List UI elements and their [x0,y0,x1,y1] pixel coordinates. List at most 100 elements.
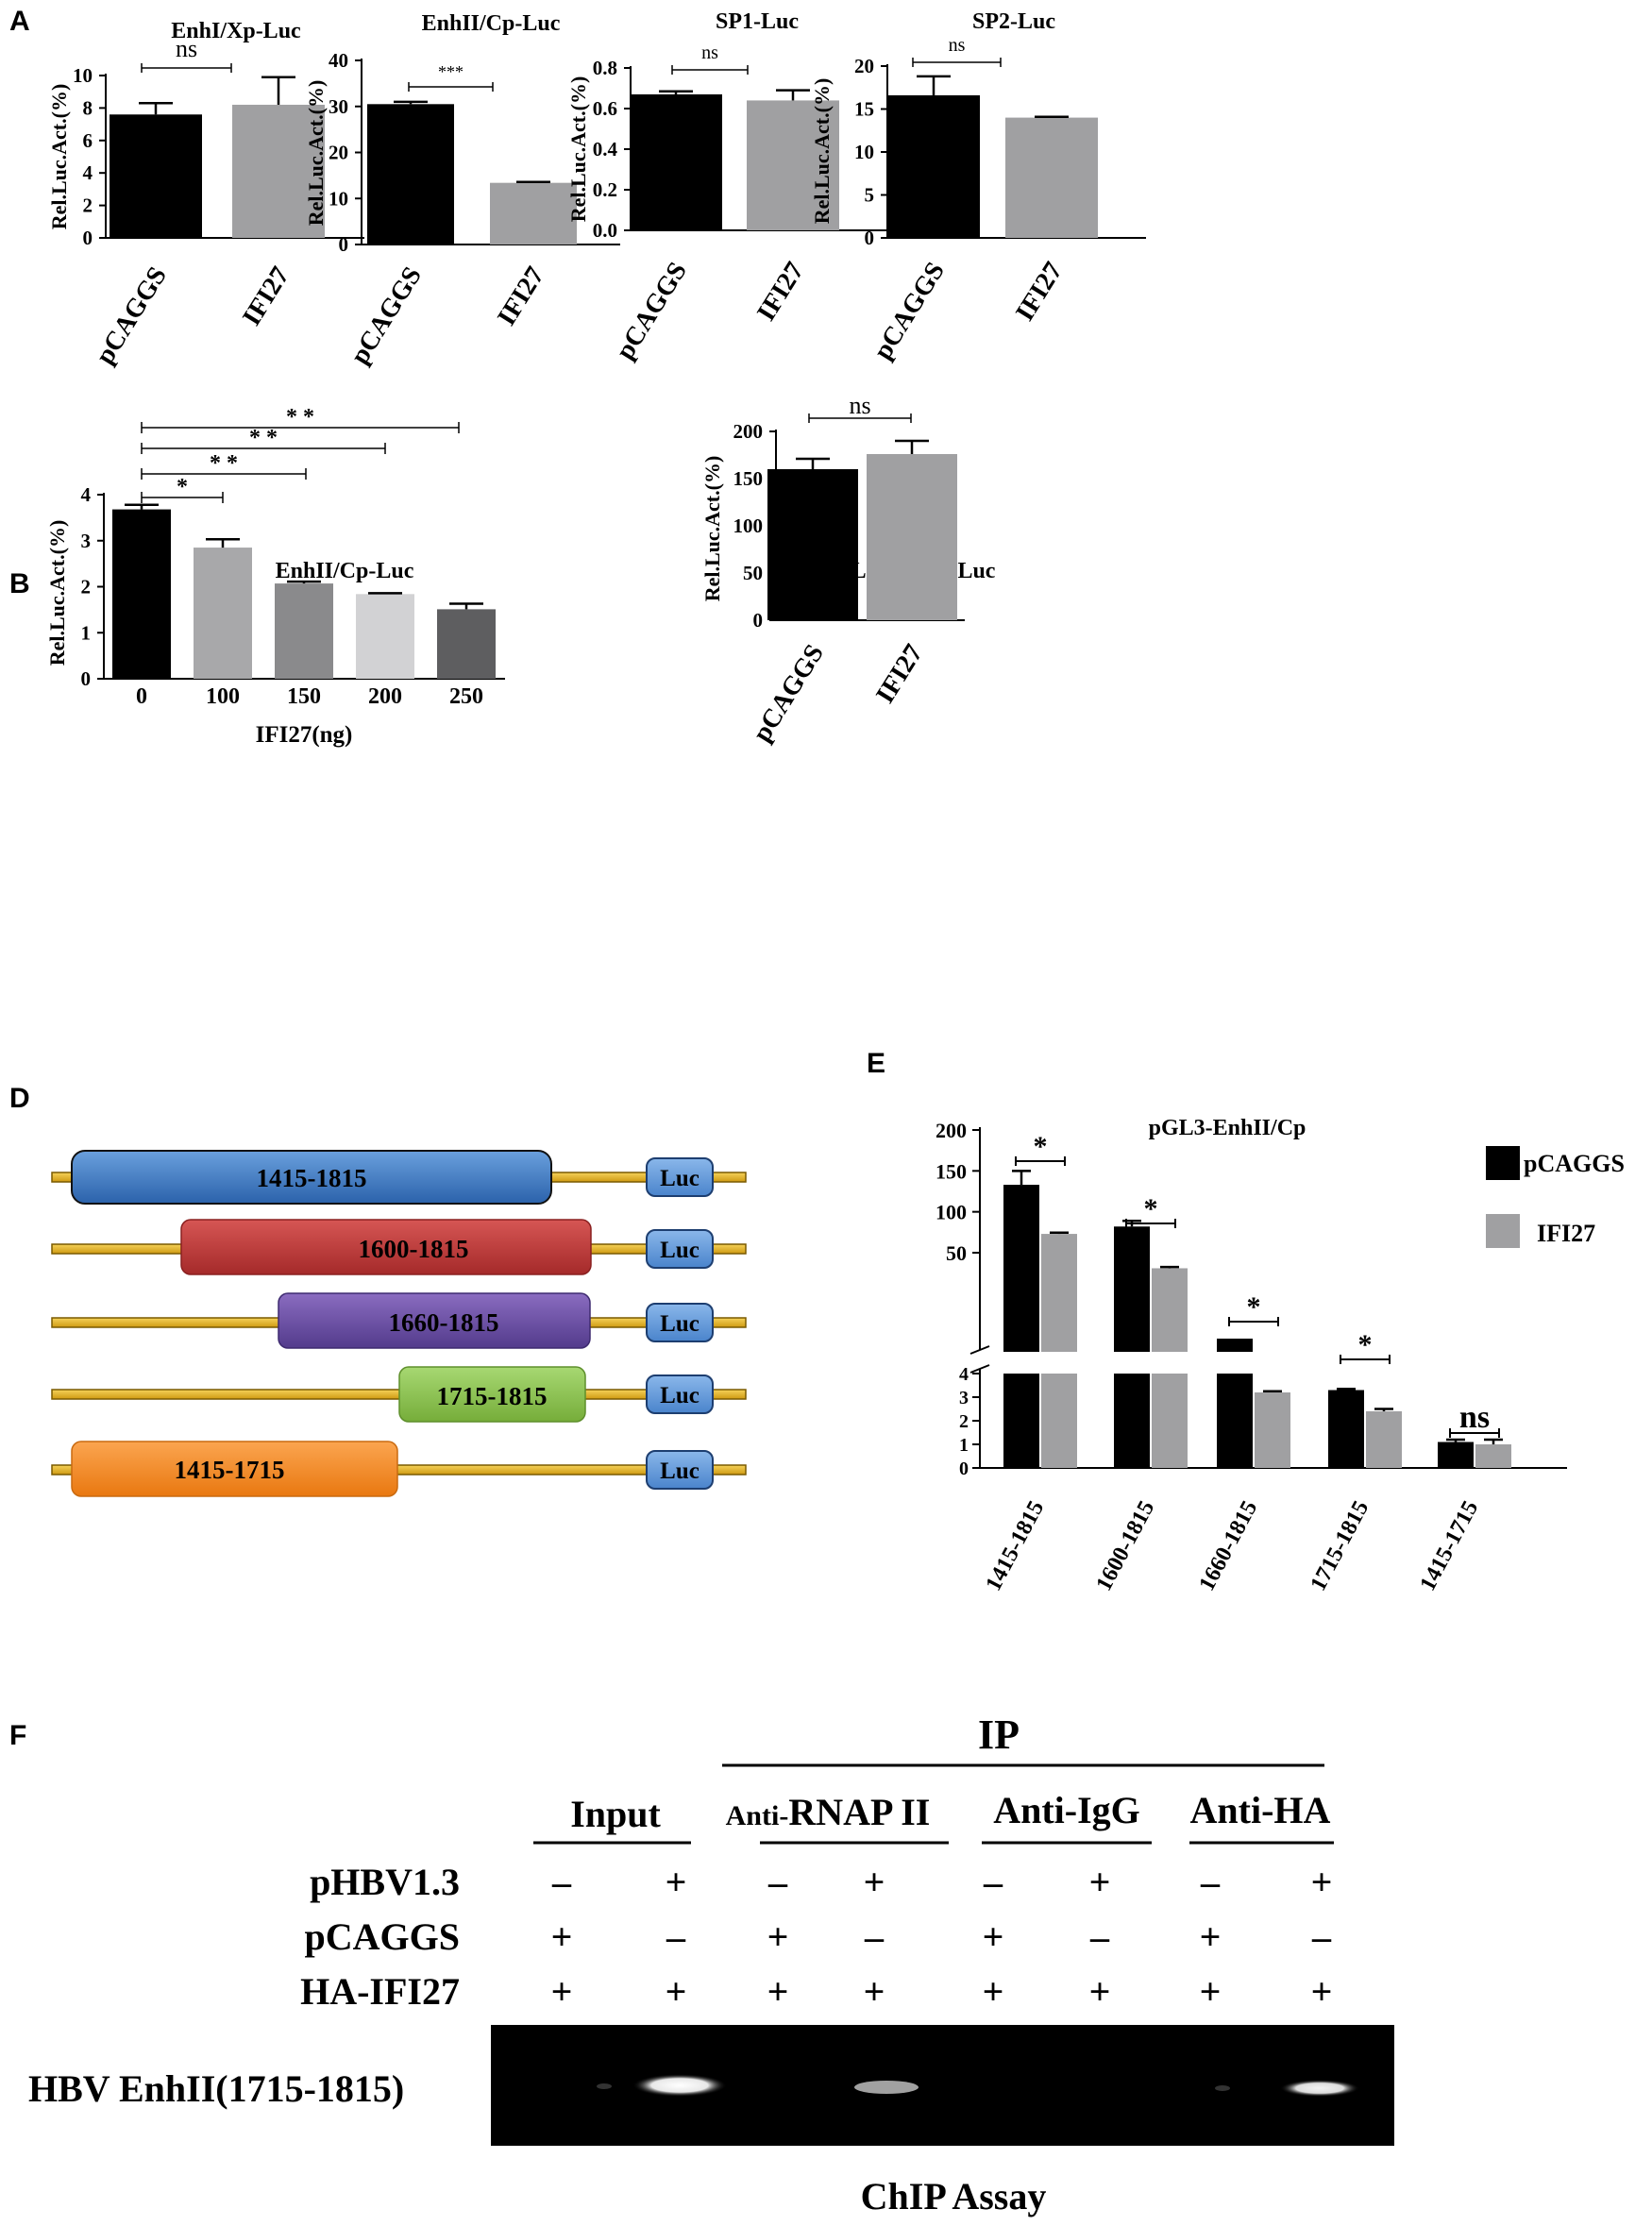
sig-label: ns [949,35,966,56]
y-tick-label: 150 [733,467,764,490]
sign-cell: + [767,1970,789,2013]
rnap-text: RNAP II [788,1791,930,1833]
y-tick-label: 50 [743,562,763,584]
y-tick-label: 2 [83,194,93,217]
construct-1600-1815 [180,1219,592,1275]
sig-label: * [1034,1131,1048,1162]
x-tick-label: 100 [206,684,240,709]
y-axis-label: Rel.Luc.Act.(%) [810,78,834,225]
bar-150 [275,583,333,679]
y-tick-label: 0 [753,609,764,632]
sign-cell: + [983,1970,1004,2013]
chart-title: SP1-Luc [716,9,799,34]
legend-label-ifi27: IFI27 [1537,1220,1595,1247]
bar-250 [437,609,496,679]
sign-cell: – [666,1915,686,1958]
y-tick-label: 2 [81,576,92,599]
x-tick-label: IFI27 [751,257,810,326]
sign-cell: + [1311,1970,1333,2013]
sig-label: ns [849,392,870,419]
sign-cell: + [864,1861,885,1903]
luc-box [646,1303,714,1342]
construct-label: 1415-1815 [257,1164,367,1192]
y-tick-label: 0.0 [593,219,617,242]
legend-swatch-pcaggs [1486,1146,1520,1180]
y-tick-label: 15 [854,98,874,121]
x-tick-label: 200 [368,684,402,709]
axis-break [969,1364,990,1374]
sig-label: * [177,475,188,499]
y-tick-label: 8 [83,96,93,119]
y-tick-label: 0.8 [593,57,617,79]
x-tick-label: IFI27 [237,261,295,330]
sign-cell: – [1311,1915,1332,1958]
x-tick-label: IFI27 [1010,257,1069,326]
bar-IFI27-1600-1815 [1152,1268,1188,1352]
y-tick-label: 1 [81,621,92,644]
row-label-phbv: pHBV1.3 [310,1861,460,1903]
y-tick-label: 6 [83,129,93,152]
ip-header: IP [978,1712,1020,1758]
y-tick-label: 200 [936,1119,967,1142]
chart-a2-enhii-cp: EnhII/Cp-Luc Rel.Luc.Act.(%) 0 10 20 30 40 pCAG… [304,11,620,369]
sign-cell: – [1089,1915,1110,1958]
legend-label-pcaggs: pCAGGS [1524,1150,1625,1177]
bar-pCAGGS [110,114,202,238]
sig-label: ns [701,42,718,63]
panel-label-f: F [9,1720,26,1751]
x-tick-label: pCAGGS [868,257,951,364]
panel-label-b: B [9,568,30,599]
bar-pCAGGS [887,94,980,238]
sign-cell: + [551,1915,573,1958]
x-tick-label: 1415-1815 [982,1497,1050,1595]
x-tick-label: 0 [136,684,147,709]
bar-lower-segment [1003,1374,1039,1468]
bar-pCAGGS-1600-1815 [1114,1226,1150,1352]
x-axis-label: IFI27(ng) [256,722,353,748]
chart-title: EnhII/Cp-Luc [422,11,561,36]
bar-pCAGGS-1415-1715 [1438,1442,1474,1468]
panel-label-e: E [867,1048,885,1079]
sig-label: * [1358,1329,1373,1360]
bar-IFI27 [867,454,957,620]
y-tick-label: 10 [854,141,874,163]
sign-cell: – [767,1861,788,1903]
sign-cell: – [864,1915,885,1958]
bar-IFI27-1715-1815 [1366,1411,1402,1468]
sign-cell: + [666,1970,687,2013]
y-axis-label: Rel.Luc.Act.(%) [47,84,71,230]
group-anti-ha: Anti-HA [1190,1789,1331,1831]
luc-label: Luc [660,1459,700,1484]
luc-label: Luc [660,1166,700,1191]
bar-IFI27 [747,100,839,231]
bar-100 [194,548,252,679]
y-tick-label: 0.4 [593,138,618,160]
sign-cell: + [1089,1861,1111,1903]
y-tick-label: 50 [946,1241,967,1265]
chart-a3-sp1: SP1-LucRel.Luc.Act.(%)0.00.20.40.60.8pCA… [566,9,889,364]
sign-cell: + [1200,1915,1222,1958]
panel-label-a: A [9,6,30,37]
chart-e-deletion: pGL3-EnhII/Cp 50 100 150 200 0 1 2 3 4 * * * * ns 1415-… [936,1116,1625,1595]
axis-break [969,1345,990,1355]
sign-grid: – + – + – + – + + – + – + – + – + + + + + + + + [551,1861,1333,2013]
y-axis-label: Rel.Luc.Act.(%) [700,456,724,602]
gel-band-faint [1215,2085,1230,2091]
chart-c-pcmv: pGL3-pCMV-LucRel.Luc.Act.(%)050100150200… [700,392,996,747]
chart-b-dose: EnhII/Cp-Luc Rel.Luc.Act.(%) 0 1 2 3 4 0 100 150 2… [45,405,505,748]
bar-lower-segment [1114,1374,1150,1468]
bar-IFI27-1415-1715 [1475,1444,1511,1468]
sign-cell: – [983,1861,1003,1903]
y-tick-label: 0 [83,227,93,249]
chart-title: pGL3-EnhII/Cp [1149,1116,1306,1140]
construct-1715-1815 [398,1366,586,1423]
gel-band-lane8 [1280,2080,1359,2097]
x-tick-label: 150 [287,684,321,709]
sig-label: * * [249,426,278,450]
luc-box [646,1374,714,1414]
x-tick-label: 250 [449,684,483,709]
y-axis-label: Rel.Luc.Act.(%) [304,80,328,227]
band-label: HBV EnhII(1715-1815) [28,2067,404,2110]
bar-0 [112,509,171,679]
